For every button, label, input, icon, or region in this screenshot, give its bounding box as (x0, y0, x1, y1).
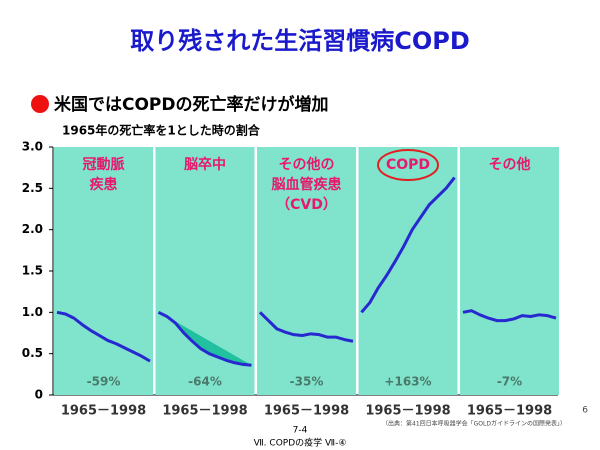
y-tick-label: 2.5 (22, 181, 43, 195)
change-label: -35% (290, 375, 324, 389)
y-tick-label: 1.5 (22, 264, 43, 278)
trend-line (56, 310, 151, 363)
x-range-label: 1965－1998 (365, 404, 450, 419)
panel-label: その他 (489, 156, 531, 173)
panel-label: 冠動脈 (83, 156, 125, 173)
footer-text: Ⅶ. COPDの疫学 Ⅶ-④ (254, 437, 347, 449)
trend-line (462, 309, 557, 323)
x-range-label: 1965－1998 (162, 404, 247, 419)
panel-label: COPD (386, 157, 430, 173)
x-range-label: 1965－1998 (264, 404, 349, 419)
panel-label: （CVD） (276, 197, 337, 213)
y-tick-label: 2.0 (22, 222, 43, 236)
trend-line (360, 176, 456, 314)
page-number: 6 (582, 406, 588, 416)
panel (155, 147, 255, 395)
bullet-text: 米国ではCOPDの死亡率だけが増加 (54, 94, 329, 115)
x-range-label: 1965－1998 (467, 404, 552, 419)
y-tick-label: 3.0 (22, 140, 43, 154)
x-range-label: 1965－1998 (61, 404, 146, 419)
y-tick-label: 0 (35, 388, 43, 402)
change-label: -7% (497, 375, 522, 389)
panel-label: 脳血管疾患 (272, 176, 342, 193)
change-label: +163% (384, 375, 431, 389)
y-tick-label: 1.0 (22, 305, 43, 319)
panel (460, 147, 559, 395)
slide-title: 取り残された生活習慣病COPD (130, 27, 470, 55)
y-axis-label: 1965年の死亡率を1とした時の割合 (62, 123, 261, 138)
panel (358, 147, 458, 395)
panel-label: 脳卒中 (184, 156, 226, 173)
shaded-gap (158, 312, 252, 366)
y-tick-label: 0.5 (22, 346, 43, 360)
panel-label: その他の (279, 156, 335, 173)
footer-number: 7-4 (293, 426, 308, 436)
change-label: -64% (188, 375, 222, 389)
highlight-circle (377, 149, 439, 181)
source: （出典：第41回日本呼吸器学会「GOLDガイドラインの国際発表」） (382, 420, 566, 428)
change-label: -59% (87, 375, 121, 389)
bullet-dot (31, 95, 49, 113)
panel (257, 147, 356, 395)
trend-line (157, 310, 252, 367)
panel-label: 疾患 (90, 176, 118, 193)
trend-line (258, 311, 354, 343)
